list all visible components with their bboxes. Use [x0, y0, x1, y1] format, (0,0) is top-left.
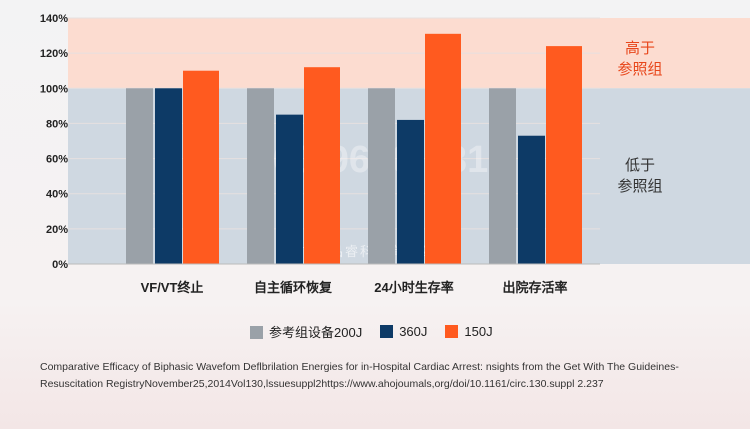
- y-tick-label: 120%: [40, 48, 68, 60]
- below-label-line2: 参照组: [617, 178, 663, 195]
- x-tick-label: 出院存活率: [502, 280, 567, 295]
- legend-label: 360J: [399, 324, 428, 339]
- legend-label: 参考组设备200J: [269, 325, 363, 340]
- x-tick-label: 24小时生存率: [374, 280, 453, 295]
- bar-360J-0: [155, 88, 182, 265]
- y-tick-label: 20%: [46, 224, 68, 236]
- y-tick-label: 80%: [46, 118, 68, 130]
- bar-参考组设备200J-3: [489, 88, 516, 265]
- above-label-line2: 参照组: [617, 61, 663, 78]
- below-reference-label: 低于 参照组: [600, 155, 680, 197]
- bar-360J-3: [518, 135, 545, 264]
- above-reference-label: 高于 参照组: [600, 38, 680, 80]
- bar-360J-2: [397, 119, 424, 265]
- citation: Comparative Efficacy of Biphasic Wavefom…: [40, 361, 679, 390]
- y-tick-label: 60%: [46, 154, 68, 166]
- above-label-line1: 高于: [624, 40, 655, 57]
- bar-150J-1: [304, 67, 340, 264]
- bar-150J-3: [546, 46, 582, 264]
- y-tick-label: 40%: [46, 189, 68, 201]
- legend-item-150j: 150J: [445, 324, 493, 339]
- y-tick-label: 100%: [40, 83, 68, 95]
- bar-参考组设备200J-1: [247, 88, 274, 265]
- y-tick-label: 140%: [40, 13, 68, 25]
- bar-360J-1: [276, 114, 303, 265]
- legend: 参考组设备200J 360J 150J: [250, 322, 493, 341]
- bar-150J-2: [425, 33, 461, 264]
- y-tick-label: 0%: [52, 259, 68, 271]
- legend-item-360j: 360J: [380, 324, 427, 339]
- bar-150J-0: [183, 70, 219, 264]
- legend-item-200j: 参考组设备200J: [250, 322, 362, 341]
- bar-chart: 0%20%40%60%80%100%120%140%400-9620-331广东…: [40, 13, 750, 295]
- x-tick-label: VF/VT终止: [141, 280, 204, 295]
- legend-label: 150J: [464, 324, 493, 339]
- below-label-line1: 低于: [624, 157, 655, 174]
- bar-参考组设备200J-2: [368, 88, 395, 265]
- bar-参考组设备200J-0: [126, 88, 153, 265]
- x-tick-label: 自主循环恢复: [254, 280, 333, 295]
